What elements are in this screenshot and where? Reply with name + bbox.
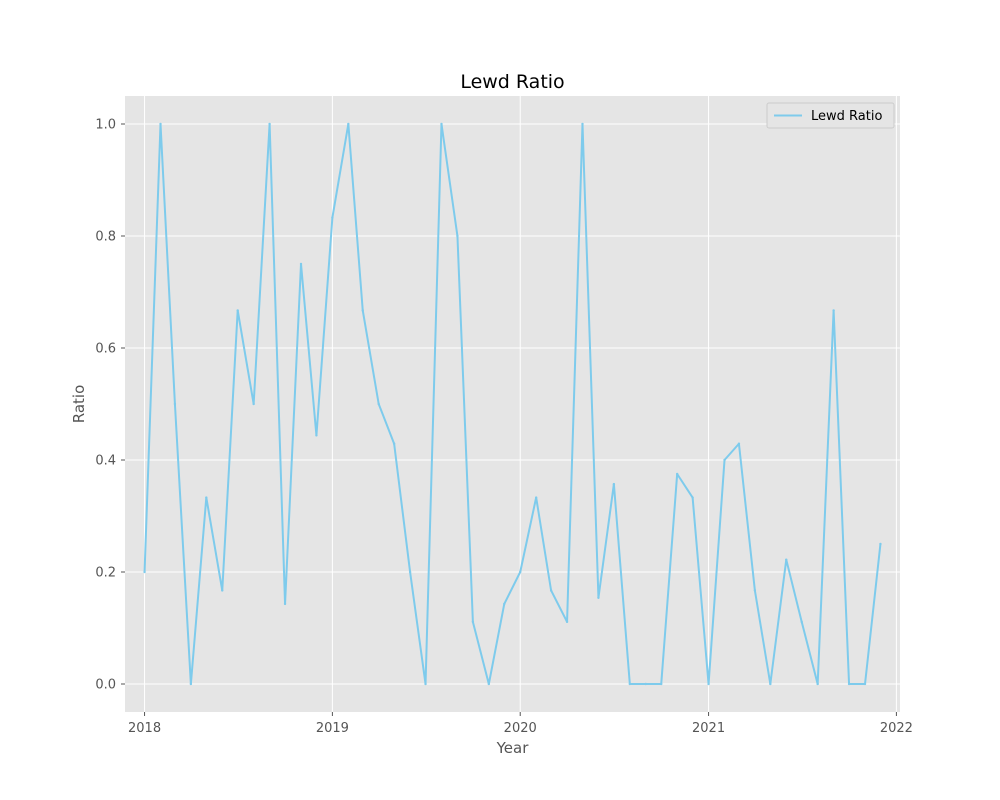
data-point bbox=[549, 589, 553, 592]
data-point bbox=[487, 682, 491, 686]
x-tick-label: 2020 bbox=[504, 721, 537, 736]
y-tick-label: 1.0 bbox=[95, 118, 116, 133]
legend-label: Lewd Ratio bbox=[811, 109, 882, 124]
data-point bbox=[707, 682, 710, 686]
data-point bbox=[879, 542, 882, 546]
data-point bbox=[268, 122, 271, 126]
data-point bbox=[299, 262, 303, 266]
data-point bbox=[252, 402, 255, 406]
y-tick-label: 0.4 bbox=[95, 454, 116, 469]
data-point bbox=[221, 589, 224, 592]
data-point bbox=[565, 620, 569, 624]
legend-box bbox=[766, 102, 895, 129]
data-point bbox=[471, 620, 475, 624]
y-tick-label: 0.2 bbox=[95, 566, 116, 581]
data-point bbox=[660, 682, 663, 686]
y-tick-label: 0.0 bbox=[95, 678, 116, 693]
x-tick-label: 2018 bbox=[128, 721, 161, 736]
data-point bbox=[612, 482, 616, 486]
data-point bbox=[723, 458, 726, 462]
data-point bbox=[769, 682, 772, 686]
x-tick-label: 2022 bbox=[880, 721, 913, 736]
series-layer bbox=[143, 122, 882, 686]
x-tick-label: 2021 bbox=[692, 721, 725, 736]
data-point bbox=[392, 442, 396, 445]
data-point bbox=[424, 682, 427, 686]
plot-background bbox=[125, 96, 900, 712]
data-point bbox=[581, 122, 584, 126]
data-point bbox=[785, 558, 788, 561]
data-point bbox=[347, 122, 350, 126]
grid-lines bbox=[125, 96, 900, 712]
data-point bbox=[283, 602, 287, 606]
data-point bbox=[236, 309, 239, 312]
data-point bbox=[519, 570, 522, 574]
data-point bbox=[189, 682, 193, 686]
data-point bbox=[315, 434, 318, 437]
y-tick-label: 0.8 bbox=[95, 230, 116, 245]
chart-title: Lewd Ratio bbox=[460, 71, 564, 93]
data-point bbox=[691, 496, 694, 499]
axis-ticks: 2018 2019 2020 2021 2022 0.0 0.2 0.4 0.6 0.8 1.0 bbox=[95, 118, 913, 737]
data-point bbox=[597, 596, 600, 599]
data-point bbox=[644, 682, 647, 686]
data-point bbox=[503, 602, 506, 606]
data-point bbox=[847, 682, 851, 686]
data-point bbox=[816, 682, 819, 686]
legend: Lewd Ratio bbox=[766, 102, 895, 129]
data-point bbox=[628, 682, 632, 686]
data-point bbox=[675, 472, 679, 476]
data-point bbox=[534, 496, 538, 499]
data-point bbox=[456, 234, 459, 238]
x-tick-label: 2019 bbox=[316, 721, 349, 736]
data-point bbox=[377, 402, 380, 406]
y-tick-label: 0.6 bbox=[95, 342, 116, 357]
data-point bbox=[832, 309, 835, 312]
data-point bbox=[205, 496, 208, 499]
data-point bbox=[143, 570, 146, 574]
data-point bbox=[800, 620, 803, 624]
y-axis-label: Ratio bbox=[70, 385, 88, 424]
data-point bbox=[361, 309, 364, 312]
series-line bbox=[143, 123, 882, 685]
data-point bbox=[863, 682, 867, 686]
x-axis-label: Year bbox=[496, 739, 530, 757]
data-point bbox=[737, 442, 741, 445]
data-point bbox=[173, 402, 177, 406]
data-point bbox=[331, 216, 334, 219]
data-point bbox=[753, 589, 757, 592]
data-point bbox=[440, 122, 443, 126]
data-point bbox=[159, 122, 162, 126]
data-point bbox=[408, 570, 412, 574]
